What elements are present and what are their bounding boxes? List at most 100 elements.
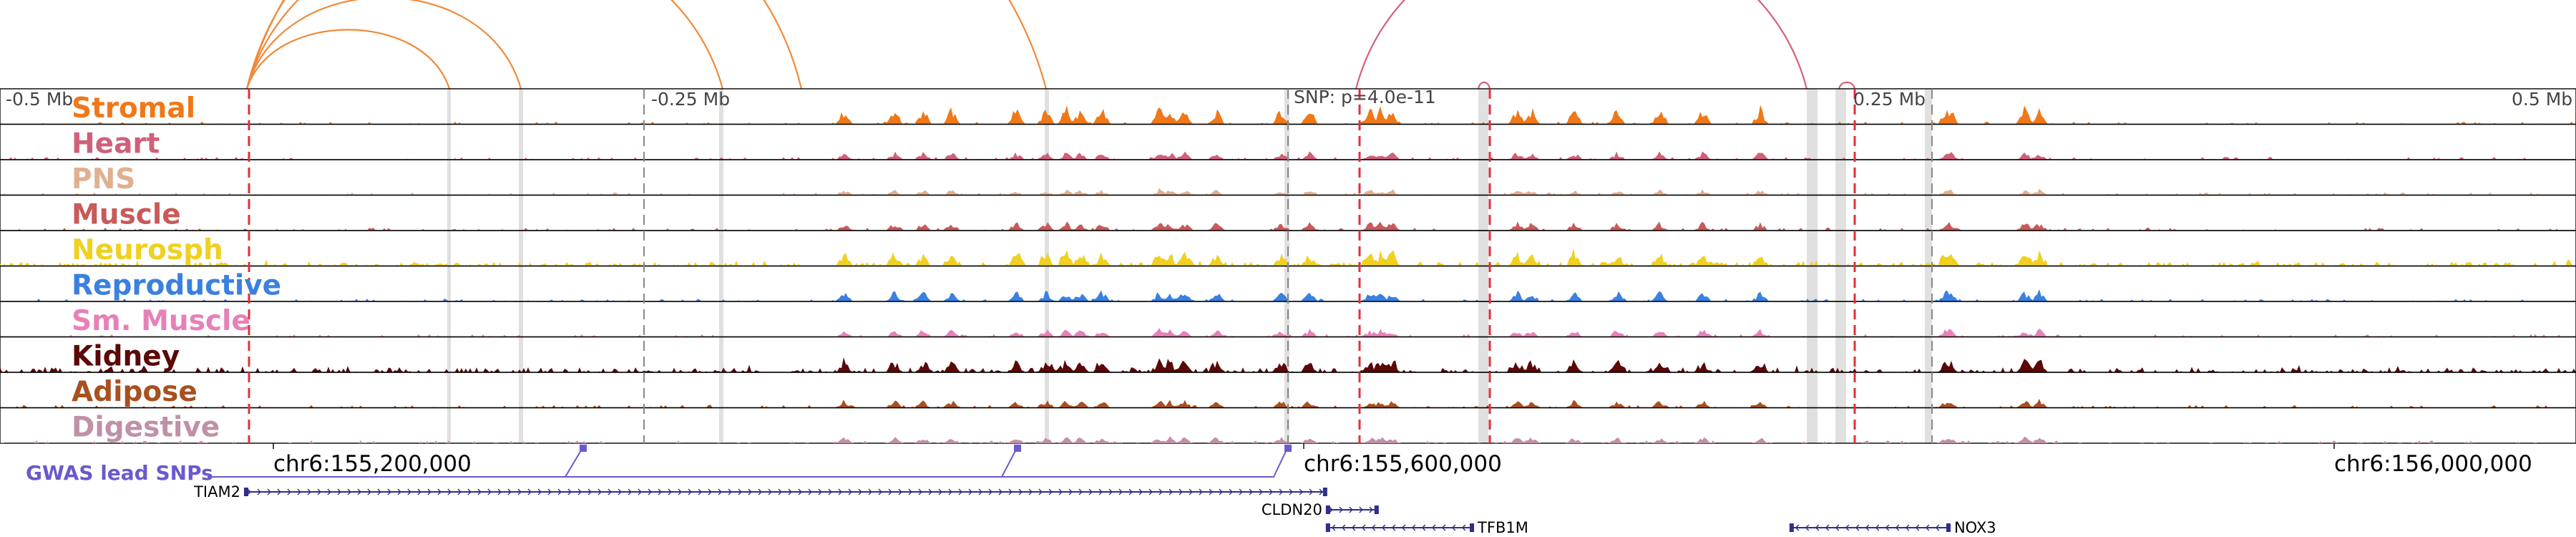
strand-arrow <box>537 488 542 495</box>
strand-arrow <box>447 488 452 495</box>
strand-arrow <box>297 488 301 495</box>
gene-label: NOX3 <box>1954 519 1996 536</box>
strand-arrow <box>347 488 351 495</box>
strand-arrow <box>1915 524 1920 531</box>
strand-arrow <box>1279 488 1283 495</box>
gene-exon <box>1470 523 1475 532</box>
strand-arrow <box>1219 488 1223 495</box>
strand-arrow <box>377 488 381 495</box>
gwas-track: GWAS lead SNPs <box>26 445 1292 485</box>
strand-arrow <box>1179 488 1183 495</box>
strand-arrow <box>638 488 642 495</box>
strand-arrow <box>1078 488 1083 495</box>
strand-arrow <box>668 488 672 495</box>
strand-arrow <box>788 488 792 495</box>
gwas-snp-marker <box>1014 445 1021 452</box>
strand-arrow <box>277 488 281 495</box>
strand-arrow <box>1925 524 1930 531</box>
strand-arrow <box>608 488 612 495</box>
strand-arrow <box>1875 524 1880 531</box>
strand-arrow <box>337 488 341 495</box>
strand-arrow <box>1805 524 1810 531</box>
strand-arrow <box>437 488 441 495</box>
strand-arrow <box>868 488 872 495</box>
strand-arrow <box>738 488 742 495</box>
track-label: Reproductive <box>72 270 281 302</box>
gene-label: CLDN20 <box>1262 501 1322 518</box>
strand-arrow <box>1431 524 1436 531</box>
strand-arrow <box>317 488 321 495</box>
strand-arrow <box>577 488 582 495</box>
track-label: Digestive <box>72 412 220 444</box>
strand-arrow <box>1421 524 1426 531</box>
strand-arrow <box>618 488 622 495</box>
strand-arrow <box>1118 488 1123 495</box>
strand-arrow <box>1008 488 1013 495</box>
strand-arrow <box>1351 524 1356 531</box>
strand-arrow <box>1209 488 1213 495</box>
strand-arrow <box>1391 524 1396 531</box>
strand-arrow <box>658 488 662 495</box>
strand-arrow <box>898 488 902 495</box>
coord-label-left: -0.5 Mb <box>6 89 73 110</box>
strand-arrow <box>1239 488 1243 495</box>
snp-pvalue-label: SNP: p=4.0e-11 <box>1294 87 1436 107</box>
strand-arrow <box>938 488 942 495</box>
strand-arrow <box>1371 524 1376 531</box>
track-label: Heart <box>72 128 160 160</box>
chromatin-loop-arc <box>245 29 451 90</box>
strand-arrow <box>1865 524 1870 531</box>
strand-arrow <box>1361 524 1366 531</box>
chromatin-loop-arc <box>245 0 724 90</box>
strand-arrow <box>918 488 922 495</box>
strand-arrow <box>728 488 732 495</box>
strand-arrow <box>1299 488 1303 495</box>
gene-exon <box>1322 488 1327 496</box>
strand-arrow <box>327 488 331 495</box>
strand-arrow <box>678 488 682 495</box>
strand-arrow <box>1935 524 1940 531</box>
strand-arrow <box>1138 488 1143 495</box>
strand-arrow <box>517 488 522 495</box>
strand-arrow <box>267 488 271 495</box>
strand-arrow <box>397 488 401 495</box>
strand-arrow <box>367 488 371 495</box>
strand-arrow <box>1048 488 1053 495</box>
gene-exon <box>1325 523 1330 532</box>
strand-arrow <box>798 488 802 495</box>
strand-arrow <box>1349 506 1353 513</box>
strand-arrow <box>307 488 311 495</box>
strand-arrow <box>988 488 992 495</box>
gene-label: TIAM2 <box>193 483 240 500</box>
strand-arrow <box>467 488 472 495</box>
strand-arrow <box>1249 488 1253 495</box>
strand-arrow <box>1068 488 1073 495</box>
strand-arrow <box>1441 524 1446 531</box>
strand-arrow <box>1331 524 1336 531</box>
strand-arrow <box>1885 524 1890 531</box>
strand-arrow <box>628 488 632 495</box>
chromatin-loop-arc <box>1477 81 1491 90</box>
strand-arrow <box>778 488 782 495</box>
strand-arrow <box>768 488 772 495</box>
strand-arrow <box>708 488 712 495</box>
strand-arrow <box>1289 488 1293 495</box>
strand-arrow <box>1158 488 1163 495</box>
strand-arrow <box>1309 488 1313 495</box>
strand-arrow <box>688 488 692 495</box>
position-axis: chr6:155,200,000 chr6:155,600,000 chr6:1… <box>273 443 2532 477</box>
track-label: Stromal <box>72 92 195 125</box>
strand-arrow <box>838 488 842 495</box>
strand-arrow <box>948 488 952 495</box>
strand-arrow <box>808 488 812 495</box>
strand-arrow <box>597 488 602 495</box>
strand-arrow <box>748 488 752 495</box>
strand-arrow <box>1028 488 1033 495</box>
strand-arrow <box>1169 488 1173 495</box>
strand-arrow <box>427 488 431 495</box>
strand-arrow <box>1098 488 1103 495</box>
position-label: chr6:156,000,000 <box>2334 451 2532 477</box>
track-label: Neurosph <box>72 234 223 266</box>
